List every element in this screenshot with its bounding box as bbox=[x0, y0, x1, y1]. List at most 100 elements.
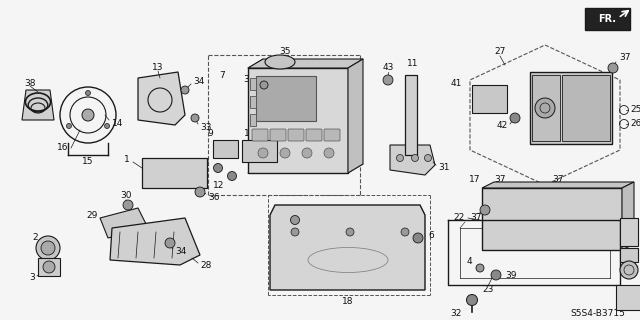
Text: FR.: FR. bbox=[598, 14, 616, 24]
FancyBboxPatch shape bbox=[562, 75, 610, 141]
Text: 37: 37 bbox=[470, 213, 482, 222]
Circle shape bbox=[82, 109, 94, 121]
Text: 43: 43 bbox=[382, 63, 394, 73]
FancyBboxPatch shape bbox=[324, 129, 340, 141]
Text: 23: 23 bbox=[483, 285, 493, 294]
Text: 13: 13 bbox=[152, 63, 164, 73]
Text: 2: 2 bbox=[33, 234, 38, 243]
Circle shape bbox=[476, 264, 484, 272]
Text: 36: 36 bbox=[208, 193, 220, 202]
FancyBboxPatch shape bbox=[620, 248, 638, 262]
Text: 41: 41 bbox=[451, 78, 462, 87]
Text: 14: 14 bbox=[112, 118, 124, 127]
Circle shape bbox=[346, 228, 354, 236]
Text: 30: 30 bbox=[120, 191, 132, 201]
Circle shape bbox=[620, 261, 638, 279]
Circle shape bbox=[467, 294, 477, 306]
FancyBboxPatch shape bbox=[252, 129, 268, 141]
Circle shape bbox=[291, 228, 299, 236]
Polygon shape bbox=[270, 205, 425, 290]
Circle shape bbox=[413, 233, 423, 243]
FancyBboxPatch shape bbox=[532, 75, 560, 141]
Text: 31: 31 bbox=[438, 164, 449, 172]
Circle shape bbox=[43, 261, 55, 273]
Circle shape bbox=[181, 86, 189, 94]
Circle shape bbox=[383, 75, 393, 85]
Polygon shape bbox=[22, 90, 54, 120]
Circle shape bbox=[191, 114, 199, 122]
Circle shape bbox=[424, 155, 431, 162]
Circle shape bbox=[260, 81, 268, 89]
Text: 37: 37 bbox=[494, 175, 506, 185]
Circle shape bbox=[480, 205, 490, 215]
Circle shape bbox=[123, 200, 133, 210]
Circle shape bbox=[324, 148, 334, 158]
Circle shape bbox=[214, 164, 223, 172]
Circle shape bbox=[397, 155, 403, 162]
Polygon shape bbox=[390, 145, 435, 175]
Text: 34: 34 bbox=[175, 247, 186, 257]
Circle shape bbox=[195, 187, 205, 197]
Circle shape bbox=[510, 113, 520, 123]
Text: 28: 28 bbox=[200, 260, 211, 269]
Text: 17: 17 bbox=[468, 175, 480, 185]
Polygon shape bbox=[348, 59, 363, 173]
FancyBboxPatch shape bbox=[585, 8, 630, 30]
Text: 38: 38 bbox=[24, 78, 36, 87]
Text: 16: 16 bbox=[56, 143, 68, 153]
FancyBboxPatch shape bbox=[288, 129, 304, 141]
Text: 10: 10 bbox=[244, 129, 256, 138]
FancyBboxPatch shape bbox=[270, 129, 286, 141]
Circle shape bbox=[104, 124, 109, 129]
Text: 25: 25 bbox=[630, 106, 640, 115]
Text: S5S4-B3715: S5S4-B3715 bbox=[570, 308, 625, 317]
Circle shape bbox=[36, 236, 60, 260]
Text: 6: 6 bbox=[428, 230, 434, 239]
Circle shape bbox=[302, 148, 312, 158]
Polygon shape bbox=[248, 59, 363, 68]
Text: 37: 37 bbox=[619, 53, 630, 62]
Text: 12: 12 bbox=[212, 180, 224, 189]
FancyBboxPatch shape bbox=[306, 129, 322, 141]
FancyBboxPatch shape bbox=[250, 78, 256, 90]
FancyBboxPatch shape bbox=[248, 68, 348, 173]
Circle shape bbox=[491, 270, 501, 280]
FancyBboxPatch shape bbox=[213, 140, 238, 158]
Text: 7: 7 bbox=[219, 70, 225, 79]
Text: 42: 42 bbox=[497, 122, 508, 131]
Ellipse shape bbox=[265, 55, 295, 69]
Text: 37: 37 bbox=[552, 175, 564, 185]
Polygon shape bbox=[110, 218, 200, 265]
Circle shape bbox=[608, 63, 618, 73]
Circle shape bbox=[165, 238, 175, 248]
FancyBboxPatch shape bbox=[616, 285, 640, 310]
FancyBboxPatch shape bbox=[472, 85, 507, 113]
Circle shape bbox=[412, 155, 419, 162]
Polygon shape bbox=[138, 72, 185, 125]
Text: 9: 9 bbox=[207, 129, 213, 138]
Circle shape bbox=[258, 148, 268, 158]
FancyBboxPatch shape bbox=[38, 258, 60, 276]
Text: 22: 22 bbox=[454, 213, 465, 222]
Text: 15: 15 bbox=[83, 157, 93, 166]
Text: 34: 34 bbox=[271, 210, 282, 219]
Text: 29: 29 bbox=[86, 211, 98, 220]
Circle shape bbox=[227, 172, 237, 180]
Text: 1: 1 bbox=[124, 156, 130, 164]
FancyBboxPatch shape bbox=[250, 114, 256, 126]
Circle shape bbox=[67, 124, 72, 129]
Text: 11: 11 bbox=[407, 60, 419, 68]
FancyBboxPatch shape bbox=[482, 188, 622, 250]
Text: 18: 18 bbox=[342, 298, 354, 307]
Polygon shape bbox=[482, 182, 634, 188]
Text: 33: 33 bbox=[200, 124, 211, 132]
FancyBboxPatch shape bbox=[530, 72, 612, 144]
Text: 32: 32 bbox=[451, 308, 462, 317]
Circle shape bbox=[41, 241, 55, 255]
Text: 34: 34 bbox=[244, 76, 255, 84]
Polygon shape bbox=[100, 208, 148, 238]
Text: 3: 3 bbox=[29, 274, 35, 283]
Text: 40: 40 bbox=[593, 237, 604, 246]
Text: 39: 39 bbox=[505, 270, 516, 279]
FancyBboxPatch shape bbox=[242, 140, 277, 162]
